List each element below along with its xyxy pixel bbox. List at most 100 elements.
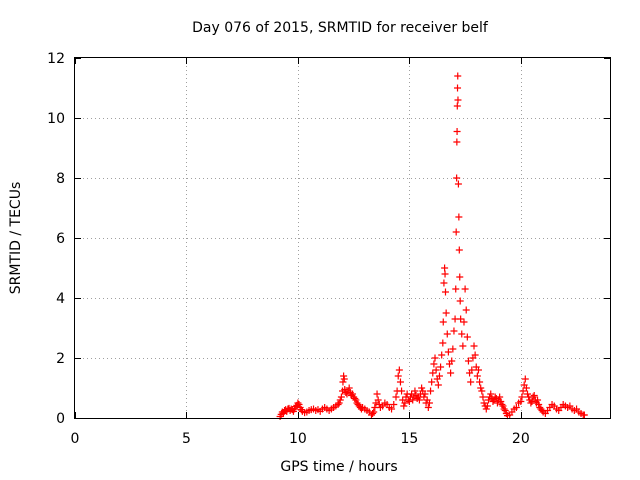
- x-tick-label: 10: [289, 431, 307, 447]
- data-point: [464, 357, 472, 365]
- data-point: [522, 384, 530, 392]
- data-point: [335, 399, 343, 407]
- data-point: [453, 102, 461, 110]
- data-point: [340, 375, 348, 383]
- data-point: [375, 401, 383, 408]
- data-point: [418, 384, 426, 392]
- data-point: [398, 387, 406, 395]
- data-point: [441, 264, 449, 272]
- data-point: [351, 395, 359, 402]
- y-tick-label: 12: [47, 51, 65, 67]
- data-point: [434, 381, 442, 389]
- data-point: [449, 345, 457, 353]
- data-point: [409, 396, 417, 404]
- data-point: [452, 285, 460, 293]
- axes: 0 5 10 15 20 0 2 4 6 8 10 12: [47, 51, 610, 447]
- data-point: [428, 378, 436, 386]
- data-point: [453, 138, 461, 146]
- grid: [75, 58, 610, 418]
- data-point: [447, 369, 455, 377]
- data-point: [441, 270, 449, 278]
- data-point: [442, 309, 450, 317]
- data-point: [390, 401, 398, 408]
- data-point: [295, 401, 303, 408]
- data-point: [373, 390, 381, 398]
- y-tick-label: 6: [56, 231, 65, 247]
- data-point: [337, 393, 345, 401]
- data-point: [489, 398, 497, 405]
- data-point: [405, 398, 413, 405]
- data-point: [453, 174, 461, 182]
- data-point: [467, 378, 475, 386]
- data-point: [457, 315, 465, 323]
- data-point: [535, 401, 543, 408]
- data-point: [400, 402, 408, 410]
- data-point: [478, 387, 486, 395]
- data-point: [429, 369, 437, 377]
- data-point: [497, 398, 505, 405]
- data-point: [455, 213, 463, 221]
- data-point: [483, 402, 491, 410]
- y-tick-label: 2: [56, 351, 65, 367]
- data-point: [479, 393, 487, 401]
- data-point: [480, 399, 488, 407]
- data-point: [444, 348, 452, 356]
- data-point: [374, 396, 382, 404]
- data-point: [450, 327, 458, 335]
- data-point: [528, 398, 536, 405]
- y-tick-label: 10: [47, 111, 65, 127]
- data-point: [415, 396, 423, 404]
- data-point: [401, 399, 409, 407]
- data-point: [477, 384, 485, 392]
- data-point: [580, 411, 588, 419]
- data-point: [474, 366, 482, 374]
- data-point: [454, 72, 462, 80]
- data-point: [462, 306, 470, 314]
- data-point: [340, 372, 348, 380]
- y-axis-title: SRMTID / TECUs: [8, 182, 24, 295]
- data-point: [454, 84, 462, 92]
- data-point: [534, 396, 542, 404]
- data-point: [294, 399, 302, 407]
- data-point: [487, 390, 495, 398]
- data-point: [521, 375, 529, 383]
- data-point: [452, 228, 460, 236]
- data-point: [524, 390, 532, 398]
- data-point: [396, 378, 404, 386]
- x-tick-label: 0: [71, 431, 80, 447]
- data-point: [425, 399, 433, 407]
- x-tick-label: 20: [512, 431, 530, 447]
- data-point: [334, 401, 342, 408]
- data-point: [395, 366, 403, 374]
- data-point: [394, 372, 402, 380]
- data-point: [432, 366, 440, 374]
- plot-frame: [74, 57, 611, 419]
- x-tick-label: 5: [182, 431, 191, 447]
- data-point: [430, 360, 438, 368]
- data-point: [461, 285, 469, 293]
- data-point: [455, 246, 463, 254]
- data-point: [482, 405, 490, 413]
- data-point: [496, 393, 504, 401]
- data-point: [458, 330, 466, 338]
- data-point: [512, 404, 520, 411]
- data-point: [499, 402, 507, 410]
- data-point: [530, 392, 538, 399]
- x-tick-label: 15: [400, 431, 418, 447]
- data-point: [392, 393, 400, 401]
- data-point: [339, 378, 347, 386]
- data-point: [369, 410, 377, 417]
- data-point: [440, 279, 448, 287]
- data-point: [456, 297, 464, 305]
- data-point: [443, 330, 451, 338]
- data-point: [421, 390, 429, 398]
- data-point: [411, 387, 419, 395]
- data-point: [439, 339, 447, 347]
- data-point: [517, 398, 525, 405]
- data-point: [519, 387, 527, 395]
- data-point: [336, 396, 344, 404]
- data-point: [427, 387, 435, 395]
- y-tick-label: 0: [56, 411, 65, 427]
- data-point: [453, 128, 461, 135]
